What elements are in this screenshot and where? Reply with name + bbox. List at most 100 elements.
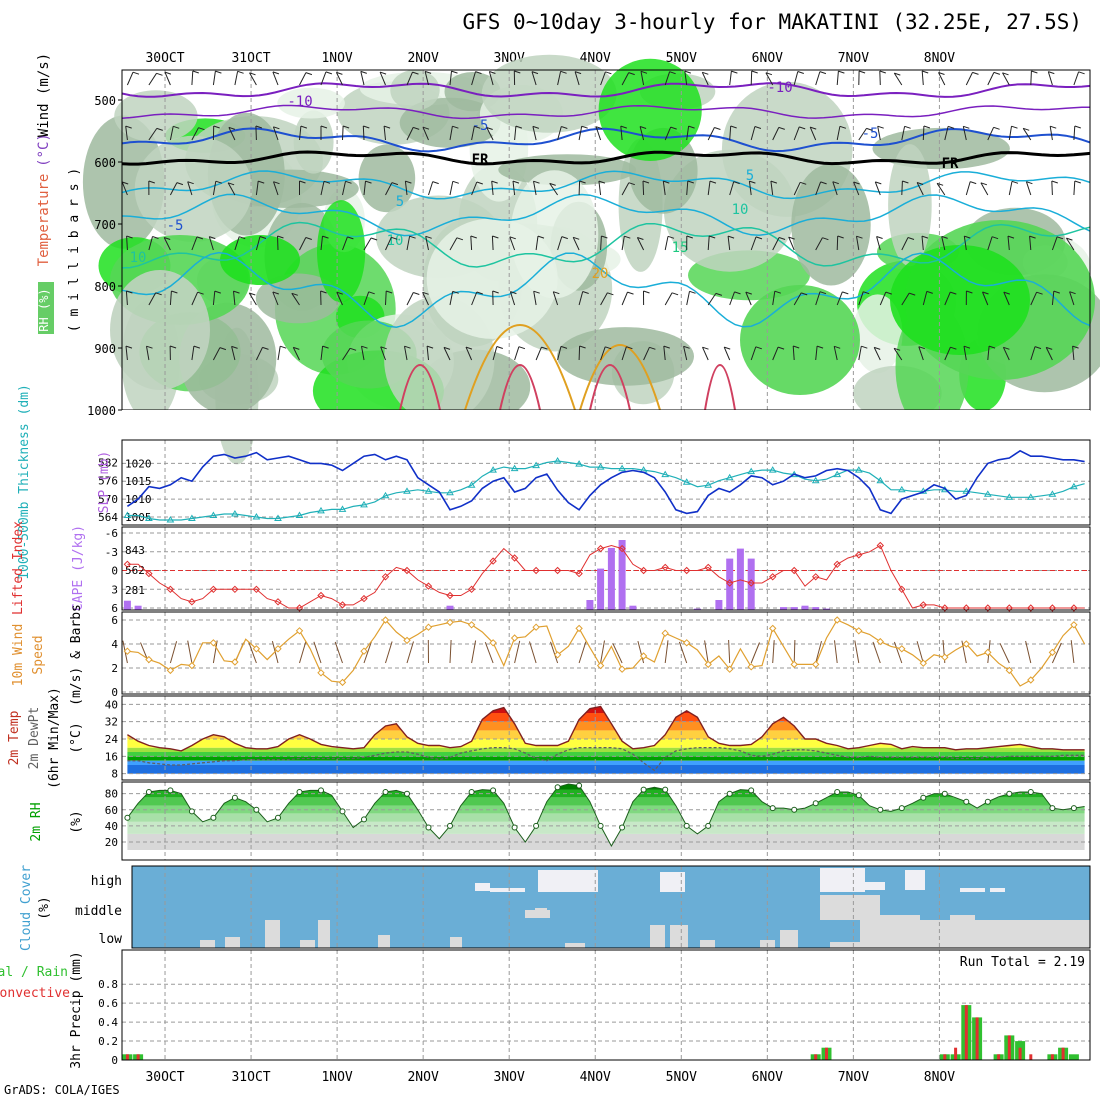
wind-barb [273, 181, 280, 185]
wind-barb [560, 70, 567, 74]
wind-barb [980, 182, 988, 186]
surface-wind-barb [529, 641, 537, 664]
wind-barb [820, 181, 827, 185]
wind-barb [476, 291, 483, 295]
cape-bar [597, 568, 605, 610]
temp-band [127, 752, 1085, 757]
temp-contour-label: FR [472, 152, 489, 168]
wind-barb [663, 346, 666, 361]
thickness-marker [811, 476, 820, 484]
rh-marker [662, 786, 669, 793]
thickness-marker [833, 470, 842, 478]
wind-barb [662, 181, 666, 196]
wind-barb [215, 70, 222, 74]
wind-barb [409, 235, 416, 239]
precip-convective-bar [943, 1054, 947, 1060]
wind-barb [701, 72, 709, 86]
wind-barb [800, 181, 807, 185]
wind-barb [422, 126, 430, 130]
surface-wind-barb [449, 639, 452, 664]
wind-barb [670, 126, 677, 130]
wind-barb [777, 346, 785, 350]
thickness-marker [252, 513, 261, 520]
wind-barb [1074, 125, 1081, 129]
surface-wind-barb [893, 641, 903, 664]
wind-barb [1002, 72, 1009, 76]
li-marker [811, 573, 820, 581]
slp-frame [121, 439, 1091, 526]
li-marker [532, 566, 540, 575]
wind-barb [549, 183, 559, 196]
wind-barb [512, 180, 520, 184]
surface-wind-barb [187, 640, 193, 664]
wind-barb [1051, 291, 1055, 306]
wind-barb [465, 346, 473, 361]
surface-wind-barb [514, 640, 521, 664]
rh-tick-label: 60 [105, 804, 118, 817]
rh-marker [576, 782, 583, 789]
wind-barb [465, 346, 473, 350]
precip-convective-bar [1061, 1047, 1065, 1060]
wind-barb [156, 72, 163, 76]
wind-barb [1034, 346, 1042, 350]
wind-barb [1008, 126, 1012, 141]
wind-barb [486, 127, 493, 130]
cloud-low-block [700, 940, 715, 948]
rh-marker [812, 800, 819, 807]
wind-barb [671, 292, 679, 296]
wind-barb [125, 346, 128, 361]
wind-barb [512, 181, 516, 196]
thickness-marker [317, 506, 325, 514]
wind-barb [561, 236, 568, 240]
wind-barb [637, 237, 644, 240]
wind-barb [360, 71, 365, 86]
precip-tick-label: 0.4 [98, 1016, 118, 1029]
wind-tick-label: 0 [111, 686, 118, 699]
temp-tick-label: 40 [105, 698, 118, 711]
wind-barb [361, 345, 368, 349]
temp-band [127, 747, 1085, 752]
wind-barb [148, 236, 153, 251]
precip-tick-label: 0.2 [98, 1035, 118, 1048]
wind-barb [368, 291, 375, 295]
temperature-unit-label: (°C) [36, 133, 52, 167]
wind-barb [476, 181, 483, 185]
precip-tick-label: 0.6 [98, 997, 118, 1010]
wind-barb [923, 125, 931, 129]
temp-contour-warm [589, 364, 631, 411]
rh-marker [963, 798, 970, 805]
rh-marker [275, 814, 281, 821]
wind-speed-marker [295, 627, 304, 635]
wind-barb [729, 291, 735, 306]
wind-barb [422, 127, 429, 141]
rh-marker [382, 789, 389, 795]
wind-barb [987, 127, 995, 141]
li-marker [188, 598, 196, 606]
wind-barb [164, 237, 171, 240]
surface-wind-barb [212, 640, 218, 664]
surface-wind-barb [916, 641, 924, 664]
wind-speed-marker [1048, 648, 1057, 657]
pressure-tick-label: 800 [94, 280, 116, 294]
wind-barb [349, 347, 357, 351]
li-marker [855, 551, 863, 559]
cape-bar [812, 607, 820, 610]
wind-barb [792, 345, 795, 361]
wind-barb [272, 71, 279, 86]
wind-speed-marker [553, 651, 562, 659]
li-tick-label: -3 [105, 546, 118, 559]
precip-legend-total: Total / Rain [0, 965, 68, 980]
wind-barb [620, 126, 623, 141]
wind-barb [233, 291, 236, 306]
thickness-tick-label: 564 [98, 511, 118, 524]
wind-barb [863, 291, 870, 295]
wind-barb [533, 181, 537, 196]
wind-barb [146, 345, 153, 349]
rh2m-axis-label: 2m RH [29, 802, 44, 841]
wind-barb [901, 180, 903, 196]
wind-barb [426, 346, 429, 361]
wind-barb [991, 236, 999, 240]
temp-contour-warm [399, 364, 441, 411]
surface-wind-barb [834, 640, 838, 664]
wind-barb [815, 71, 821, 86]
